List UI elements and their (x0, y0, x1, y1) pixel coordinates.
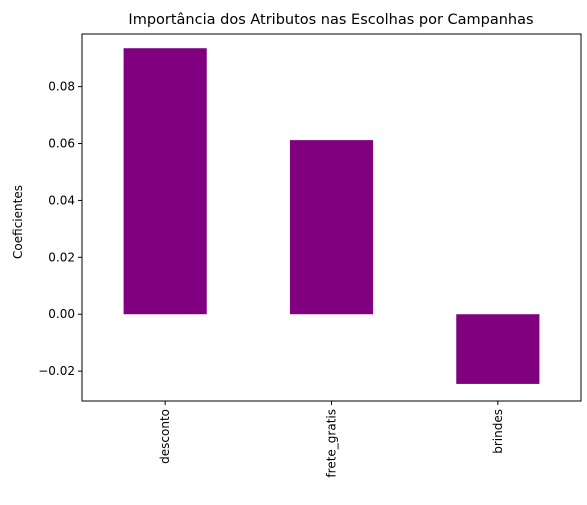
x-tick-label: brindes (491, 409, 505, 454)
x-tick-label: desconto (158, 409, 172, 464)
x-tick-label: frete_gratis (325, 409, 339, 478)
bar-frete_gratis (289, 140, 374, 315)
y-tick-label: 0.08 (48, 80, 75, 94)
y-tick-label: 0.06 (48, 137, 75, 151)
y-axis-label: Coeficientes (11, 185, 25, 259)
bar-desconto (123, 48, 207, 315)
y-tick-label: 0.04 (48, 193, 75, 207)
y-tick-label: 0.02 (48, 250, 75, 264)
y-tick-label: −0.02 (38, 364, 75, 378)
chart-title: Importância dos Atributos nas Escolhas p… (128, 12, 533, 28)
y-tick-label: 0.00 (48, 307, 75, 321)
bar-brindes (456, 314, 540, 384)
plot-area: −0.02 0.00 0.02 0.04 0.06 0.08 desconto frete_g… (38, 33, 582, 478)
